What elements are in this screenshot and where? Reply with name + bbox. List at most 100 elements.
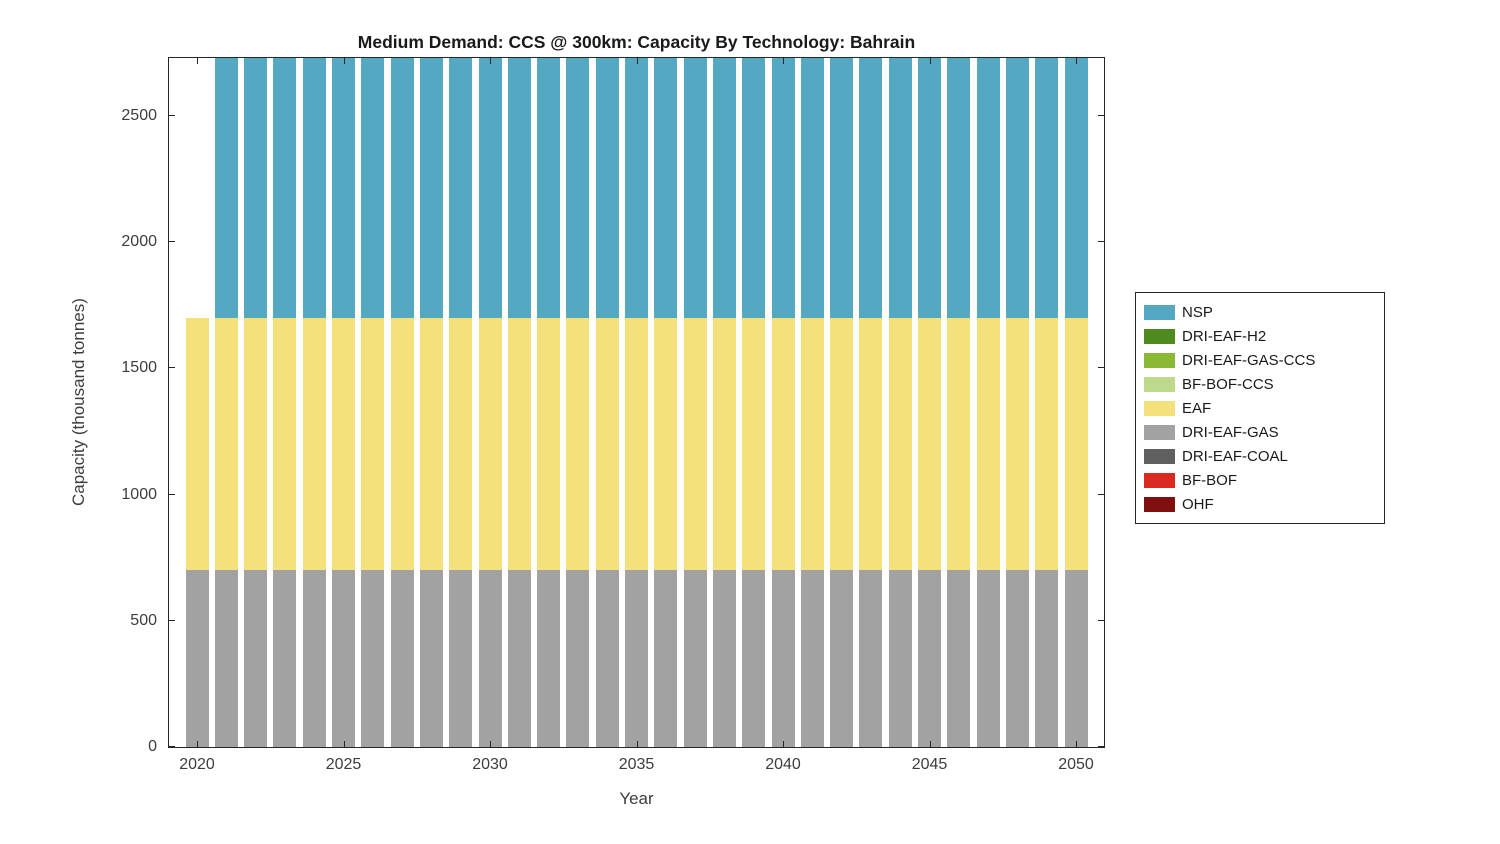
legend-swatch <box>1144 448 1175 464</box>
tick-mark <box>197 58 198 64</box>
bar-segment-eaf <box>1035 317 1059 571</box>
x-tick-label: 2040 <box>765 756 801 773</box>
bar-segment-dri-eaf-gas <box>566 570 590 747</box>
bar-segment-nsp <box>566 58 590 318</box>
bar-segment-dri-eaf-gas <box>830 570 854 747</box>
y-tick-label: 0 <box>148 738 157 755</box>
x-tick-label: 2050 <box>1058 756 1094 773</box>
bar-segment-dri-eaf-gas <box>507 570 531 747</box>
bar-segment-dri-eaf-gas <box>595 570 619 747</box>
legend-row-bf-bof-ccs: BF-BOF-CCS <box>1144 372 1376 396</box>
bar-segment-nsp <box>478 58 502 318</box>
legend-label: EAF <box>1182 399 1212 417</box>
legend-swatch <box>1144 352 1175 368</box>
y-tick-label: 1500 <box>121 359 157 377</box>
bar-segment-eaf <box>390 317 414 571</box>
tick-mark <box>169 493 175 495</box>
bar-segment-eaf <box>947 317 971 571</box>
y-tick-labels: 0 500 1000 1500 2000 2500 <box>95 57 157 755</box>
bar-segment-dri-eaf-gas <box>273 570 297 747</box>
bar-segment-nsp <box>537 58 561 318</box>
tick-mark <box>169 619 175 621</box>
bar-segment-eaf <box>273 317 297 571</box>
tick-mark <box>1098 115 1104 117</box>
tick-mark <box>1098 493 1104 495</box>
bar-segment-nsp <box>1064 58 1088 318</box>
bar-segment-dri-eaf-gas <box>449 570 473 747</box>
legend-label: NSP <box>1182 303 1213 321</box>
bar-segment-dri-eaf-gas <box>478 570 502 747</box>
bar-segment-dri-eaf-gas <box>947 570 971 747</box>
bar-segment-eaf <box>214 317 238 571</box>
bar-segment-dri-eaf-gas <box>537 570 561 747</box>
bar-segment-eaf <box>859 317 883 571</box>
bar-segment-dri-eaf-gas <box>1005 570 1029 747</box>
bar-segment-nsp <box>888 58 912 318</box>
bar-segment-eaf <box>712 317 736 571</box>
bar-segment-dri-eaf-gas <box>390 570 414 747</box>
legend-label: DRI-EAF-H2 <box>1182 327 1267 345</box>
y-tick-label: 1000 <box>121 485 157 503</box>
legend-label: BF-BOF-CCS <box>1182 375 1274 393</box>
legend-label: OHF <box>1182 495 1214 513</box>
bar-segment-eaf <box>742 317 766 571</box>
legend-label: DRI-EAF-COAL <box>1182 447 1288 465</box>
bar-segment-eaf <box>332 317 355 571</box>
tick-mark <box>929 741 931 747</box>
bar-segment-dri-eaf-gas <box>683 570 707 747</box>
bar-segment-eaf <box>595 317 619 571</box>
bar-segment-eaf <box>244 317 268 571</box>
bar-segment-nsp <box>419 58 443 318</box>
legend-row-dri-eaf-h2: DRI-EAF-H2 <box>1144 324 1376 348</box>
bar-segment-dri-eaf-gas <box>888 570 912 747</box>
bar-segment-eaf <box>888 317 912 571</box>
bar-segment-eaf <box>507 317 531 571</box>
bar-segment-nsp <box>244 58 268 318</box>
bar-segment-eaf <box>771 317 795 571</box>
legend-swatch <box>1144 496 1175 512</box>
bar-segment-dri-eaf-gas <box>771 570 795 747</box>
y-axis-label: Capacity (thousand tonnes) <box>69 298 88 507</box>
bar-segment-nsp <box>683 58 707 318</box>
legend-swatch <box>1144 400 1175 416</box>
bar-segment-eaf <box>478 317 502 571</box>
legend-label: BF-BOF <box>1182 471 1237 489</box>
tick-mark <box>636 741 638 747</box>
x-tick-label: 2025 <box>325 756 362 773</box>
bar-segment-nsp <box>361 58 385 318</box>
bar-segment-eaf <box>654 317 678 571</box>
tick-mark <box>490 741 491 747</box>
bar-segment-nsp <box>742 58 766 318</box>
tick-mark <box>1098 746 1104 747</box>
bar-segment-dri-eaf-gas <box>419 570 443 747</box>
bar-segment-nsp <box>507 58 531 318</box>
bar-segment-eaf <box>1064 317 1088 571</box>
tick-mark <box>783 58 784 64</box>
tick-mark <box>169 367 175 369</box>
bar-segment-nsp <box>390 58 414 318</box>
bar-segment-nsp <box>976 58 1000 318</box>
bar-segment-dri-eaf-gas <box>332 570 355 747</box>
x-tick-label: 2020 <box>179 756 215 773</box>
bar-segment-dri-eaf-gas <box>1064 570 1088 747</box>
bar-segment-eaf <box>918 317 941 571</box>
tick-mark <box>929 58 931 64</box>
legend-swatch <box>1144 328 1175 344</box>
legend: NSP DRI-EAF-H2 DRI-EAF-GAS-CCS BF-BOF-CCS EA… <box>1135 292 1385 524</box>
legend-row-dri-eaf-gas-ccs: DRI-EAF-GAS-CCS <box>1144 348 1376 372</box>
bar-segment-nsp <box>273 58 297 318</box>
legend-swatch <box>1144 304 1175 320</box>
tick-mark <box>1076 741 1077 747</box>
tick-mark <box>343 58 345 64</box>
tick-mark <box>1098 619 1104 621</box>
bar-segment-nsp <box>830 58 854 318</box>
bar-segment-dri-eaf-gas <box>1035 570 1059 747</box>
bar-segment-eaf <box>537 317 561 571</box>
legend-swatch <box>1144 472 1175 488</box>
bar-segment-eaf <box>683 317 707 571</box>
y-tick-label: 2500 <box>121 107 157 125</box>
tick-mark <box>1098 367 1104 369</box>
bar-segment-eaf <box>449 317 473 571</box>
bar-segment-nsp <box>625 58 648 318</box>
